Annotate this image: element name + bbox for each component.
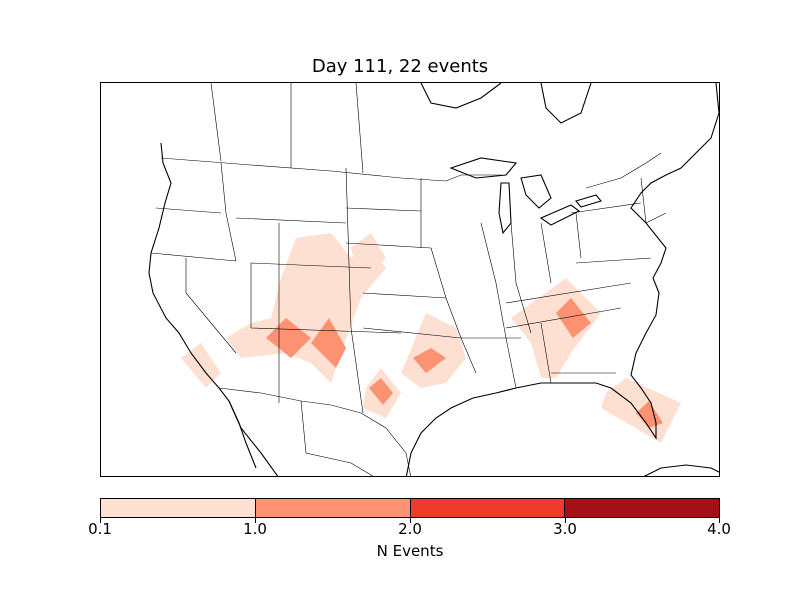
map-panel (100, 82, 720, 477)
mexico-coastline (228, 400, 279, 476)
province-line-3 (355, 83, 364, 174)
colorbar-tick-1 (255, 518, 256, 523)
hotspot-georgia-medium (556, 298, 591, 338)
state-line-mississippi (480, 222, 517, 389)
colorbar-segment-1 (255, 499, 411, 517)
lake-ontario (575, 194, 602, 208)
state-line-va-nc (575, 257, 652, 264)
state-line-mt-wy (235, 217, 347, 224)
colorbar-title: N Events (376, 542, 444, 560)
state-line-az-nm (250, 327, 402, 334)
state-line-mexico-states (300, 400, 374, 476)
colorbar-segment-2 (410, 499, 566, 517)
west-coastline (148, 142, 257, 469)
state-line-il-in (510, 222, 532, 334)
colorbar-tick-label-3: 3.0 (553, 520, 577, 538)
hotspot-colorado-light (351, 233, 386, 283)
colorbar-tick-4 (719, 518, 720, 523)
hotspot-utah-medium (266, 318, 311, 358)
state-line-id (220, 162, 237, 262)
colorbar-segment-0 (101, 499, 256, 517)
state-line-dakotas (345, 207, 422, 212)
state-line-pa-ny (570, 202, 642, 214)
gulf-coastline (405, 374, 657, 476)
map-title: Day 111, 22 events (311, 56, 489, 77)
hotspot-tennessee-light (511, 278, 601, 378)
state-line-wy-co (250, 262, 372, 269)
map-canvas (148, 83, 719, 476)
colorbar-tick-label-0: 0.1 (88, 520, 112, 538)
colorbar-tick-2 (410, 518, 411, 523)
lake-erie (539, 204, 581, 226)
state-line-new-england (640, 177, 667, 224)
us-canada-border-east (585, 152, 662, 189)
james-bay-coast (540, 83, 592, 124)
lake-superior (449, 157, 518, 179)
hotspot-newmexico-medium (311, 318, 346, 368)
us-canada-border (160, 157, 501, 182)
state-line-ok-tx (362, 327, 462, 339)
state-line-tn-ga (505, 307, 622, 329)
coastlines (148, 83, 719, 476)
state-line-oh (540, 222, 552, 284)
colorbar-tick-label-2: 2.0 (398, 520, 422, 538)
hotspot-rockies-light (226, 233, 386, 383)
cuba-coastline (643, 464, 719, 476)
province-line-1 (210, 83, 222, 162)
state-line-pa-oh (575, 212, 582, 259)
lake-michigan (498, 182, 512, 235)
state-line-ne (345, 242, 432, 249)
state-line-wa-or (155, 207, 222, 214)
density-medium-layer (266, 298, 663, 428)
hotspot-florida-medium (636, 401, 663, 428)
state-line-ia-mo (430, 247, 477, 374)
density-light-layer (181, 233, 681, 443)
hotspot-oklahoma-medium (413, 348, 446, 373)
hotspot-texas-medium (369, 378, 393, 405)
state-line-al-ga (540, 322, 552, 384)
state-borders (150, 83, 667, 476)
state-line-co-ks (345, 167, 364, 414)
state-line-or-ca (150, 252, 237, 262)
hudson-bay-coast (420, 83, 502, 109)
state-line-tn-ky (505, 282, 632, 304)
colorbar-tick-label-1: 1.0 (243, 520, 267, 538)
colorbar-segment-3 (565, 499, 719, 517)
colorbar (100, 498, 720, 518)
colorbar-tick-label-4: 4.0 (707, 520, 731, 538)
state-line-ks-ok (362, 292, 447, 299)
colorbar-tick-0 (100, 518, 101, 523)
us-mexico-border (218, 387, 411, 476)
state-line-ca-nv (185, 258, 237, 354)
east-coastline (630, 83, 719, 376)
colorbar-tick-3 (565, 518, 566, 523)
lake-huron (520, 174, 552, 209)
